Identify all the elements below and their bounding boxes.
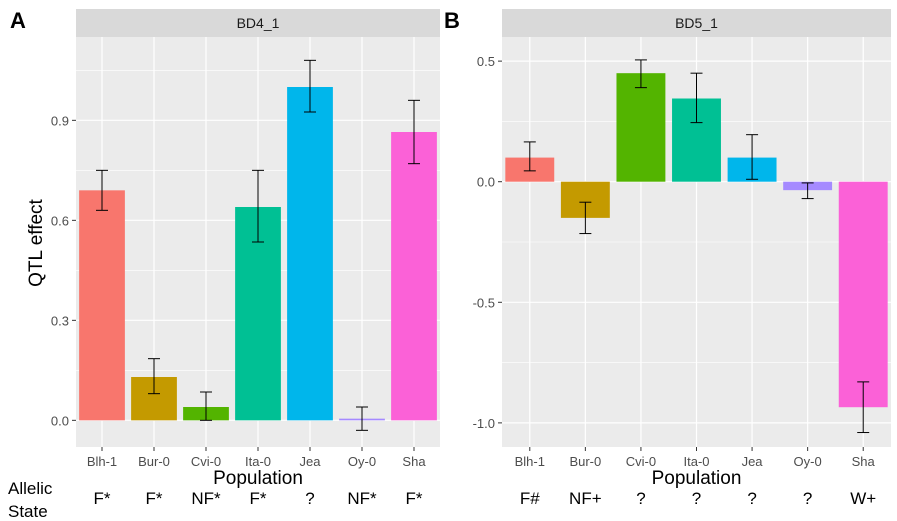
- panel-letter: A: [10, 8, 26, 33]
- x-tick-label: Cvi-0: [626, 454, 656, 469]
- y-axis-title: QTL effect: [26, 198, 47, 286]
- x-axis-title: Population: [213, 468, 303, 489]
- allelic-state-label: ?: [692, 489, 701, 508]
- bar-jea: [287, 87, 333, 421]
- y-tick-label: 0.0: [51, 413, 69, 428]
- allelic-state-label: NF*: [191, 489, 221, 508]
- y-tick-label: 0.0: [477, 175, 495, 190]
- allelic-label-line1: Allelic: [8, 479, 53, 498]
- allelic-state-label: F#: [520, 489, 540, 508]
- allelic-state-label: F*: [250, 489, 267, 508]
- allelic-state-label: NF+: [569, 489, 602, 508]
- allelic-state-label: F*: [146, 489, 163, 508]
- facet-strip-title: BD5_1: [675, 15, 718, 31]
- allelic-state-label: ?: [305, 489, 314, 508]
- panel-a: A BD4_1 0.0 0.3 0.6 0.9 Blh-1 Bur-0 Cvi-0 Ita-0 Je…: [10, 8, 440, 508]
- bar-sha: [391, 132, 437, 421]
- allelic-state-label: ?: [636, 489, 645, 508]
- y-tick-label: -0.5: [473, 295, 495, 310]
- y-tick-label: 0.6: [51, 213, 69, 228]
- bar-ita-0: [235, 207, 281, 421]
- y-tick-label: -1.0: [473, 416, 495, 431]
- panel-letter: B: [444, 8, 460, 33]
- allelic-state-label: ?: [803, 489, 812, 508]
- x-tick-label: Blh-1: [515, 454, 545, 469]
- x-tick-label: Blh-1: [87, 454, 117, 469]
- panel-b: B BD5_1 0.5 0.0 -0.5 -1.0 Blh-1 Bur-0 Cvi-0 Ita-0…: [444, 8, 891, 508]
- x-tick-label: Oy-0: [794, 454, 822, 469]
- y-tick-label: 0.3: [51, 313, 69, 328]
- allelic-state-label: F*: [94, 489, 111, 508]
- facet-strip: [502, 9, 891, 37]
- facet-strip: [76, 9, 440, 37]
- y-tick-label: 0.5: [477, 54, 495, 69]
- allelic-label-line2: State: [8, 502, 48, 521]
- x-tick-label: Jea: [300, 454, 322, 469]
- x-tick-label: Bur-0: [138, 454, 170, 469]
- allelic-state-label: W+: [850, 489, 876, 508]
- allelic-state-label: NF*: [347, 489, 377, 508]
- x-tick-label: Oy-0: [348, 454, 376, 469]
- x-tick-label: Ita-0: [683, 454, 709, 469]
- x-tick-label: Sha: [402, 454, 426, 469]
- allelic-state-label: F*: [406, 489, 423, 508]
- x-tick-label: Cvi-0: [191, 454, 221, 469]
- bar-blh-1: [79, 190, 125, 421]
- bar-sha: [838, 181, 888, 408]
- facet-strip-title: BD4_1: [237, 15, 280, 31]
- allelic-state-label: ?: [747, 489, 756, 508]
- x-tick-label: Bur-0: [569, 454, 601, 469]
- x-tick-label: Sha: [852, 454, 876, 469]
- y-tick-label: 0.9: [51, 113, 69, 128]
- x-axis-title: Population: [652, 468, 742, 489]
- bar-cvi-0: [616, 73, 666, 182]
- x-tick-label: Jea: [742, 454, 764, 469]
- x-tick-label: Ita-0: [245, 454, 271, 469]
